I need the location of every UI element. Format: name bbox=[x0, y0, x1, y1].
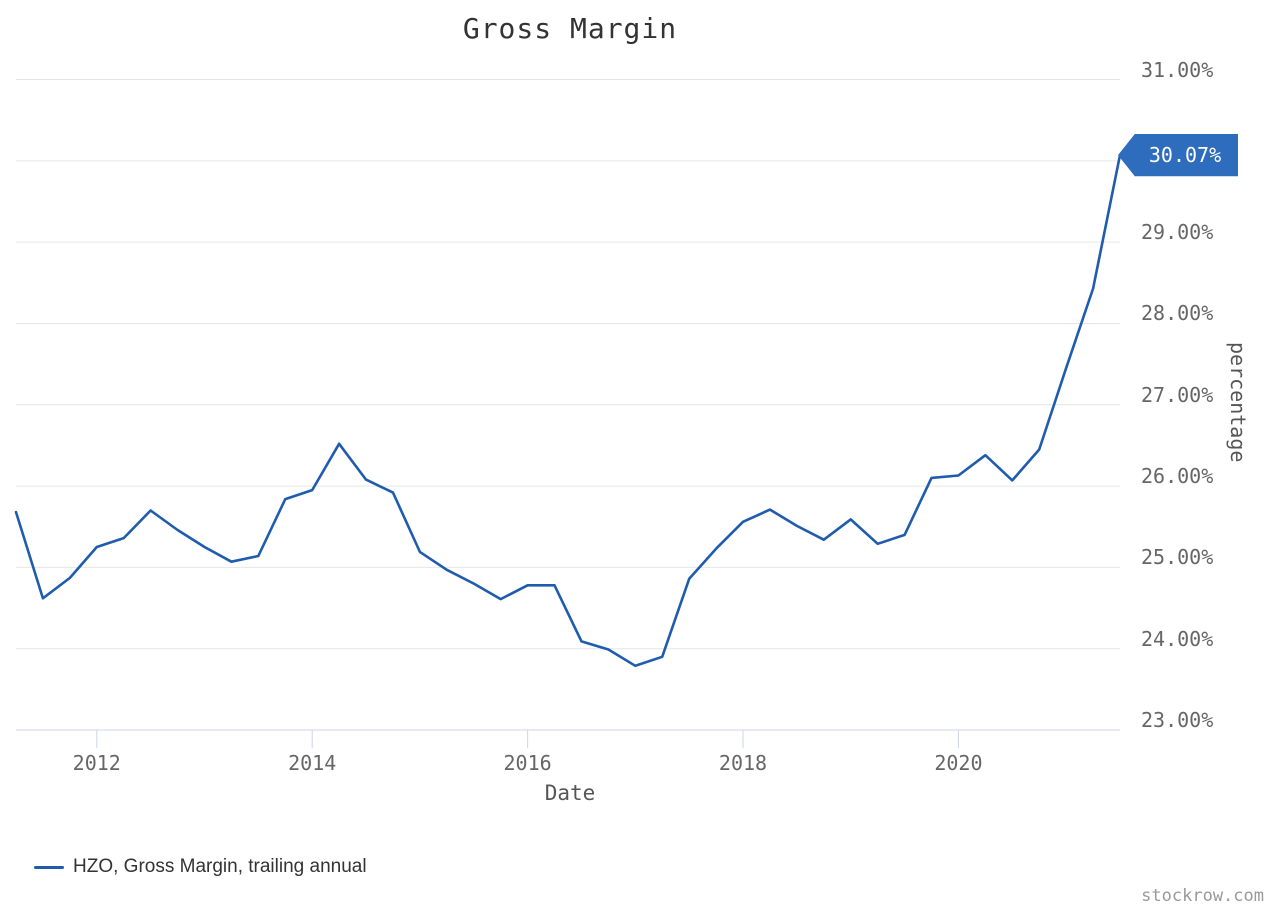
legend-label: HZO, Gross Margin, trailing annual bbox=[73, 856, 367, 877]
x-axis-tick-label: 2020 bbox=[934, 751, 983, 775]
last-value-label: 30.07% bbox=[1148, 143, 1222, 168]
last-value-flag: 30.07% bbox=[1118, 133, 1238, 177]
y-axis-tick-label: 26.00% bbox=[1141, 464, 1214, 489]
y-axis-tick-label: 23.00% bbox=[1141, 708, 1214, 732]
watermark: stockrow.com bbox=[1141, 886, 1264, 906]
y-axis-title: percentage bbox=[1226, 342, 1250, 463]
series-line[interactable] bbox=[14, 153, 1122, 668]
x-axis-tick-label: 2012 bbox=[72, 751, 121, 775]
y-axis-tick-label: 25.00% bbox=[1141, 545, 1214, 570]
chart-title: Gross Margin bbox=[462, 12, 678, 45]
legend-item[interactable]: HZO, Gross Margin, trailing annual bbox=[34, 856, 367, 878]
y-axis-tick-label: 28.00% bbox=[1141, 301, 1214, 326]
legend-line-swatch bbox=[34, 865, 64, 869]
x-axis-tick-label: 2014 bbox=[288, 751, 337, 775]
x-axis-tick-label: 2018 bbox=[718, 751, 768, 775]
y-axis-tick-label: 24.00% bbox=[1141, 626, 1214, 651]
x-axis-tick-label: 2016 bbox=[503, 751, 552, 775]
y-axis-tick-label: 31.00% bbox=[1141, 57, 1214, 82]
x-axis-title: Date bbox=[544, 781, 596, 805]
y-axis-tick-label: 27.00% bbox=[1141, 382, 1214, 407]
y-axis-tick-label: 29.00% bbox=[1141, 220, 1214, 245]
